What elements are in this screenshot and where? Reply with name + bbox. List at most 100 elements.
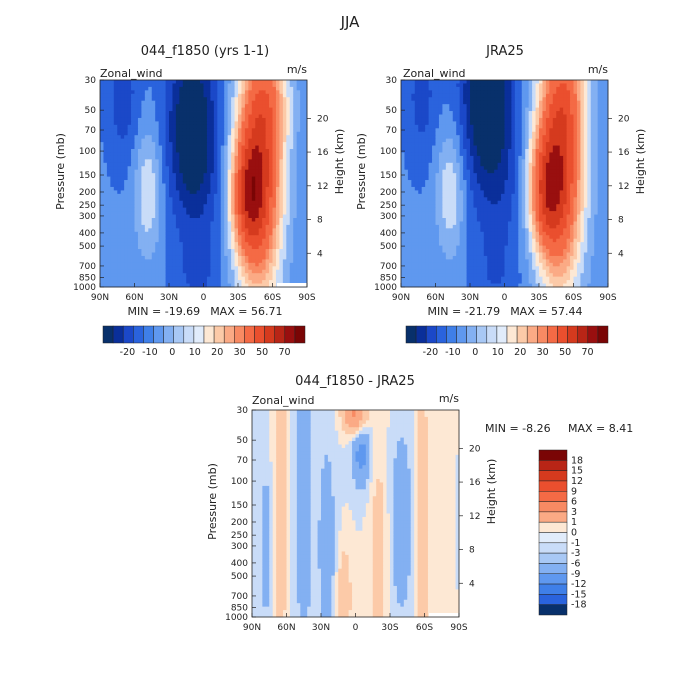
contour-cell bbox=[200, 100, 204, 105]
contour-cell bbox=[442, 121, 447, 126]
contour-cell bbox=[193, 159, 197, 164]
contour-cell bbox=[162, 131, 166, 136]
contour-cell bbox=[286, 221, 291, 226]
contour-cell bbox=[275, 197, 280, 202]
contour-cell bbox=[303, 180, 308, 184]
contour-cell bbox=[265, 128, 270, 133]
contour-cell bbox=[179, 218, 184, 222]
contour-cell bbox=[438, 86, 443, 91]
contour-cell bbox=[189, 124, 194, 129]
contour-cell bbox=[594, 117, 599, 122]
contour-cell bbox=[234, 138, 239, 143]
contour-cell bbox=[231, 231, 235, 236]
contour-cell bbox=[459, 111, 464, 115]
contour-cell bbox=[238, 235, 242, 240]
contour-cell bbox=[224, 135, 229, 140]
contour-fill-cells bbox=[100, 80, 308, 288]
contour-cell bbox=[165, 262, 170, 267]
contour-cell bbox=[244, 173, 249, 177]
contour-cell bbox=[401, 90, 405, 95]
contour-cell bbox=[165, 218, 170, 222]
contour-cell bbox=[573, 80, 578, 84]
contour-cell bbox=[124, 280, 128, 284]
contour-cell bbox=[206, 238, 211, 243]
contour-cell bbox=[196, 211, 201, 215]
contour-cell bbox=[480, 135, 485, 140]
contour-cell bbox=[265, 190, 270, 195]
contour-cell bbox=[134, 142, 139, 146]
contour-cell bbox=[227, 245, 232, 250]
contour-cell bbox=[303, 273, 308, 278]
contour-cell bbox=[162, 83, 166, 88]
contour-cell bbox=[186, 224, 191, 229]
contour-cell bbox=[272, 124, 277, 129]
contour-cell bbox=[251, 80, 256, 84]
contour-cell bbox=[262, 83, 266, 88]
contour-cell bbox=[587, 100, 592, 105]
contour-cell bbox=[151, 149, 156, 153]
contour-cell bbox=[206, 245, 211, 250]
contour-cell bbox=[131, 204, 135, 209]
contour-cell bbox=[272, 266, 277, 271]
contour-cell bbox=[220, 155, 225, 160]
contour-cell bbox=[217, 273, 222, 278]
contour-cell bbox=[265, 255, 270, 260]
contour-cell bbox=[158, 204, 163, 209]
contour-cell bbox=[148, 145, 153, 150]
contour-cell bbox=[158, 97, 163, 102]
contour-cell bbox=[587, 142, 592, 146]
colorbar-swatch bbox=[244, 325, 255, 344]
contour-cell bbox=[490, 128, 495, 133]
contour-cell bbox=[110, 266, 115, 271]
contour-cell bbox=[251, 152, 256, 157]
contour-cell bbox=[286, 193, 291, 198]
contour-cell bbox=[227, 204, 232, 209]
contour-cell bbox=[137, 183, 142, 188]
contour-cell bbox=[151, 197, 156, 202]
contour-cell bbox=[224, 238, 229, 243]
contour-cell bbox=[137, 193, 142, 198]
contour-cell bbox=[117, 104, 122, 108]
contour-cell bbox=[151, 259, 156, 264]
contour-cell bbox=[189, 238, 194, 243]
contour-cell bbox=[241, 107, 246, 112]
contour-cell bbox=[279, 262, 284, 267]
contour-cell bbox=[134, 276, 139, 281]
contour-cell bbox=[103, 93, 108, 98]
contour-cell bbox=[206, 145, 211, 150]
contour-cell bbox=[501, 149, 505, 153]
contour-cell bbox=[189, 135, 194, 140]
contour-cell bbox=[120, 186, 125, 191]
contour-cell bbox=[442, 107, 447, 112]
contour-cell bbox=[227, 162, 232, 167]
contour-cell bbox=[587, 107, 592, 112]
contour-cell bbox=[155, 280, 160, 284]
contour-cell bbox=[155, 228, 160, 233]
pressure-tick-label: 250 bbox=[79, 201, 96, 211]
contour-cell bbox=[224, 200, 229, 205]
contour-cell bbox=[127, 183, 132, 188]
contour-cell bbox=[227, 152, 232, 157]
contour-cell bbox=[151, 169, 156, 174]
contour-cell bbox=[497, 131, 502, 136]
contour-cell bbox=[549, 121, 554, 126]
contour-cell bbox=[203, 262, 208, 267]
contour-cell bbox=[296, 204, 301, 209]
contour-cell bbox=[165, 166, 170, 171]
contour-cell bbox=[262, 176, 266, 181]
contour-cell bbox=[269, 107, 273, 112]
contour-cell bbox=[113, 273, 118, 278]
contour-cell bbox=[570, 80, 574, 84]
contour-cell bbox=[120, 283, 125, 288]
contour-cell bbox=[213, 224, 218, 229]
contour-cell bbox=[165, 107, 170, 112]
contour-cell bbox=[269, 173, 273, 177]
contour-cell bbox=[217, 180, 222, 184]
contour-cell bbox=[248, 117, 253, 122]
contour-cell bbox=[258, 183, 263, 188]
contour-cell bbox=[158, 162, 163, 167]
contour-cell bbox=[428, 100, 433, 105]
contour-cell bbox=[213, 238, 218, 243]
contour-cell bbox=[552, 111, 557, 115]
contour-cell bbox=[601, 86, 605, 91]
